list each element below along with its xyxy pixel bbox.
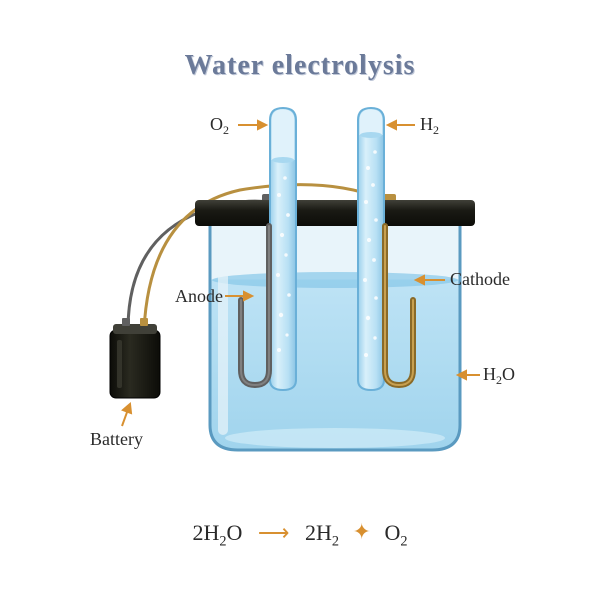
eq-lhs: 2H2O: [192, 520, 242, 545]
tube-oxygen: [270, 108, 296, 390]
label-anode: Anode: [175, 286, 223, 306]
plus-icon: ✦: [353, 519, 371, 544]
label-h2o: H2O: [483, 364, 515, 387]
label-cathode: Cathode: [450, 269, 510, 289]
label-h2: H2: [420, 114, 439, 137]
chemical-equation: 2H2O ⟶ 2H2 ✦ O2: [192, 520, 407, 550]
eq-rhs2: O2: [384, 520, 407, 545]
eq-rhs1: 2H2: [305, 520, 339, 545]
electrolysis-diagram: O2 H2 Anode Cathode H2O Battery: [80, 90, 520, 490]
label-o2: O2: [210, 114, 229, 137]
tube-hydrogen: [358, 108, 384, 390]
diagram-title: Water electrolysis: [185, 50, 416, 82]
label-battery: Battery: [90, 429, 143, 449]
arrow-icon: ⟶: [258, 520, 290, 545]
battery: [110, 318, 160, 398]
beaker: [210, 220, 460, 450]
beaker-lid: [195, 200, 475, 226]
